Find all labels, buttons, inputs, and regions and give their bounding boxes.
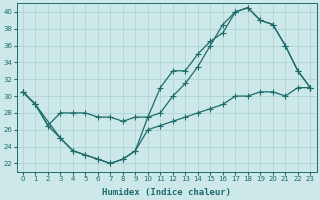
- X-axis label: Humidex (Indice chaleur): Humidex (Indice chaleur): [102, 188, 231, 197]
